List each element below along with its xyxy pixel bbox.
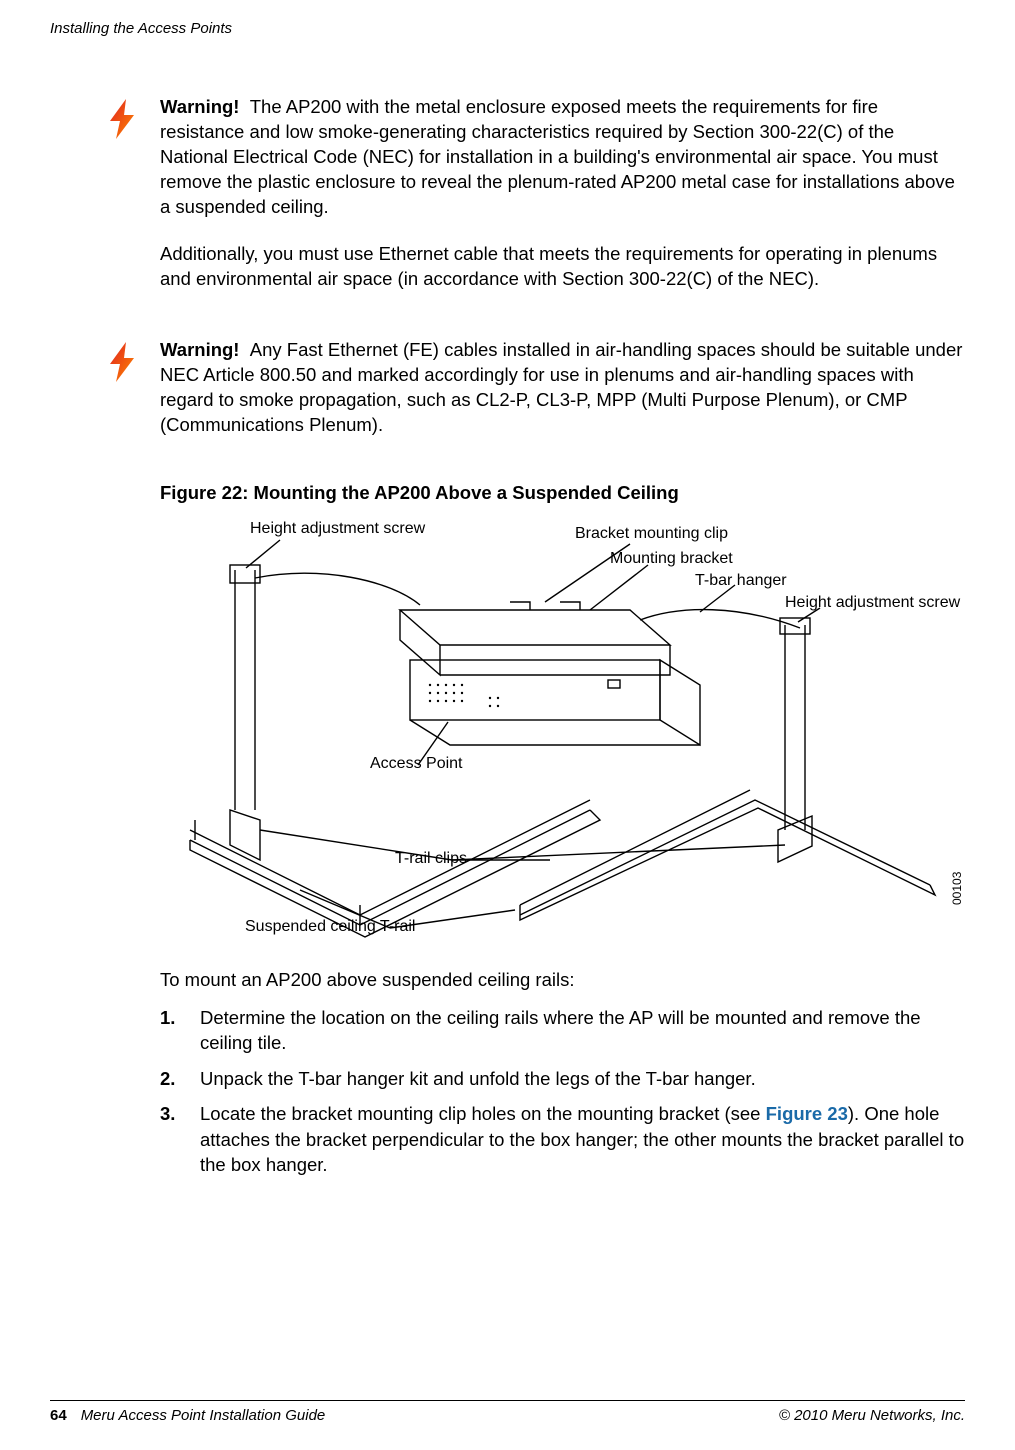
label-height-adj-right: Height adjustment screw xyxy=(785,594,960,612)
warning-1-label: Warning! xyxy=(160,96,239,117)
warning-1-para1: The AP200 with the metal enclosure expos… xyxy=(160,96,955,217)
lightning-icon xyxy=(100,97,144,141)
figure-caption: Figure 22: Mounting the AP200 Above a Su… xyxy=(160,482,965,504)
footer-copyright: © 2010 Meru Networks, Inc. xyxy=(779,1407,965,1424)
warning-1-text: Warning! The AP200 with the metal enclos… xyxy=(160,95,965,292)
lightning-icon xyxy=(100,340,144,384)
label-access-point: Access Point xyxy=(370,755,462,773)
warning-block-2: Warning! Any Fast Ethernet (FE) cables i… xyxy=(160,338,965,438)
figure-drawing xyxy=(160,510,965,950)
warning-2-text: Warning! Any Fast Ethernet (FE) cables i… xyxy=(160,338,965,438)
step-3: Locate the bracket mounting clip holes o… xyxy=(194,1101,965,1178)
steps-list: Determine the location on the ceiling ra… xyxy=(160,1005,965,1178)
page-footer: 64 Meru Access Point Installation Guide ©… xyxy=(50,1400,965,1424)
label-bracket-clip: Bracket mounting clip xyxy=(575,525,728,543)
content-column: Warning! The AP200 with the metal enclos… xyxy=(160,95,965,1188)
warning-1-para2: Additionally, you must use Ethernet cabl… xyxy=(160,242,965,292)
label-trail-clips: T-rail clips xyxy=(395,850,467,868)
label-suspended-rail: Suspended ceiling T-rail xyxy=(245,918,415,936)
figure-22: Height adjustment screw Bracket mounting… xyxy=(160,510,965,950)
warning-block-1: Warning! The AP200 with the metal enclos… xyxy=(160,95,965,292)
step-1-text: Determine the location on the ceiling ra… xyxy=(200,1007,921,1054)
figure-id-number: 00103 xyxy=(950,871,964,904)
label-tbar-hanger: T-bar hanger xyxy=(695,572,787,590)
step-2-text: Unpack the T-bar hanger kit and unfold t… xyxy=(200,1068,756,1089)
step-3-before: Locate the bracket mounting clip holes o… xyxy=(200,1103,766,1124)
warning-2-label: Warning! xyxy=(160,339,239,360)
footer-left: 64 Meru Access Point Installation Guide xyxy=(50,1407,325,1424)
label-mounting-bracket: Mounting bracket xyxy=(610,550,733,568)
footer-title: Meru Access Point Installation Guide xyxy=(81,1407,326,1424)
figure-23-xref[interactable]: Figure 23 xyxy=(766,1103,848,1124)
running-header: Installing the Access Points xyxy=(50,20,232,37)
intro-paragraph: To mount an AP200 above suspended ceilin… xyxy=(160,968,965,993)
page: Installing the Access Points Warning! Th… xyxy=(0,0,1015,1450)
page-number: 64 xyxy=(50,1407,67,1424)
step-1: Determine the location on the ceiling ra… xyxy=(194,1005,965,1056)
label-height-adj-left: Height adjustment screw xyxy=(250,520,425,538)
step-2: Unpack the T-bar hanger kit and unfold t… xyxy=(194,1066,965,1092)
warning-2-para1: Any Fast Ethernet (FE) cables installed … xyxy=(160,339,962,435)
